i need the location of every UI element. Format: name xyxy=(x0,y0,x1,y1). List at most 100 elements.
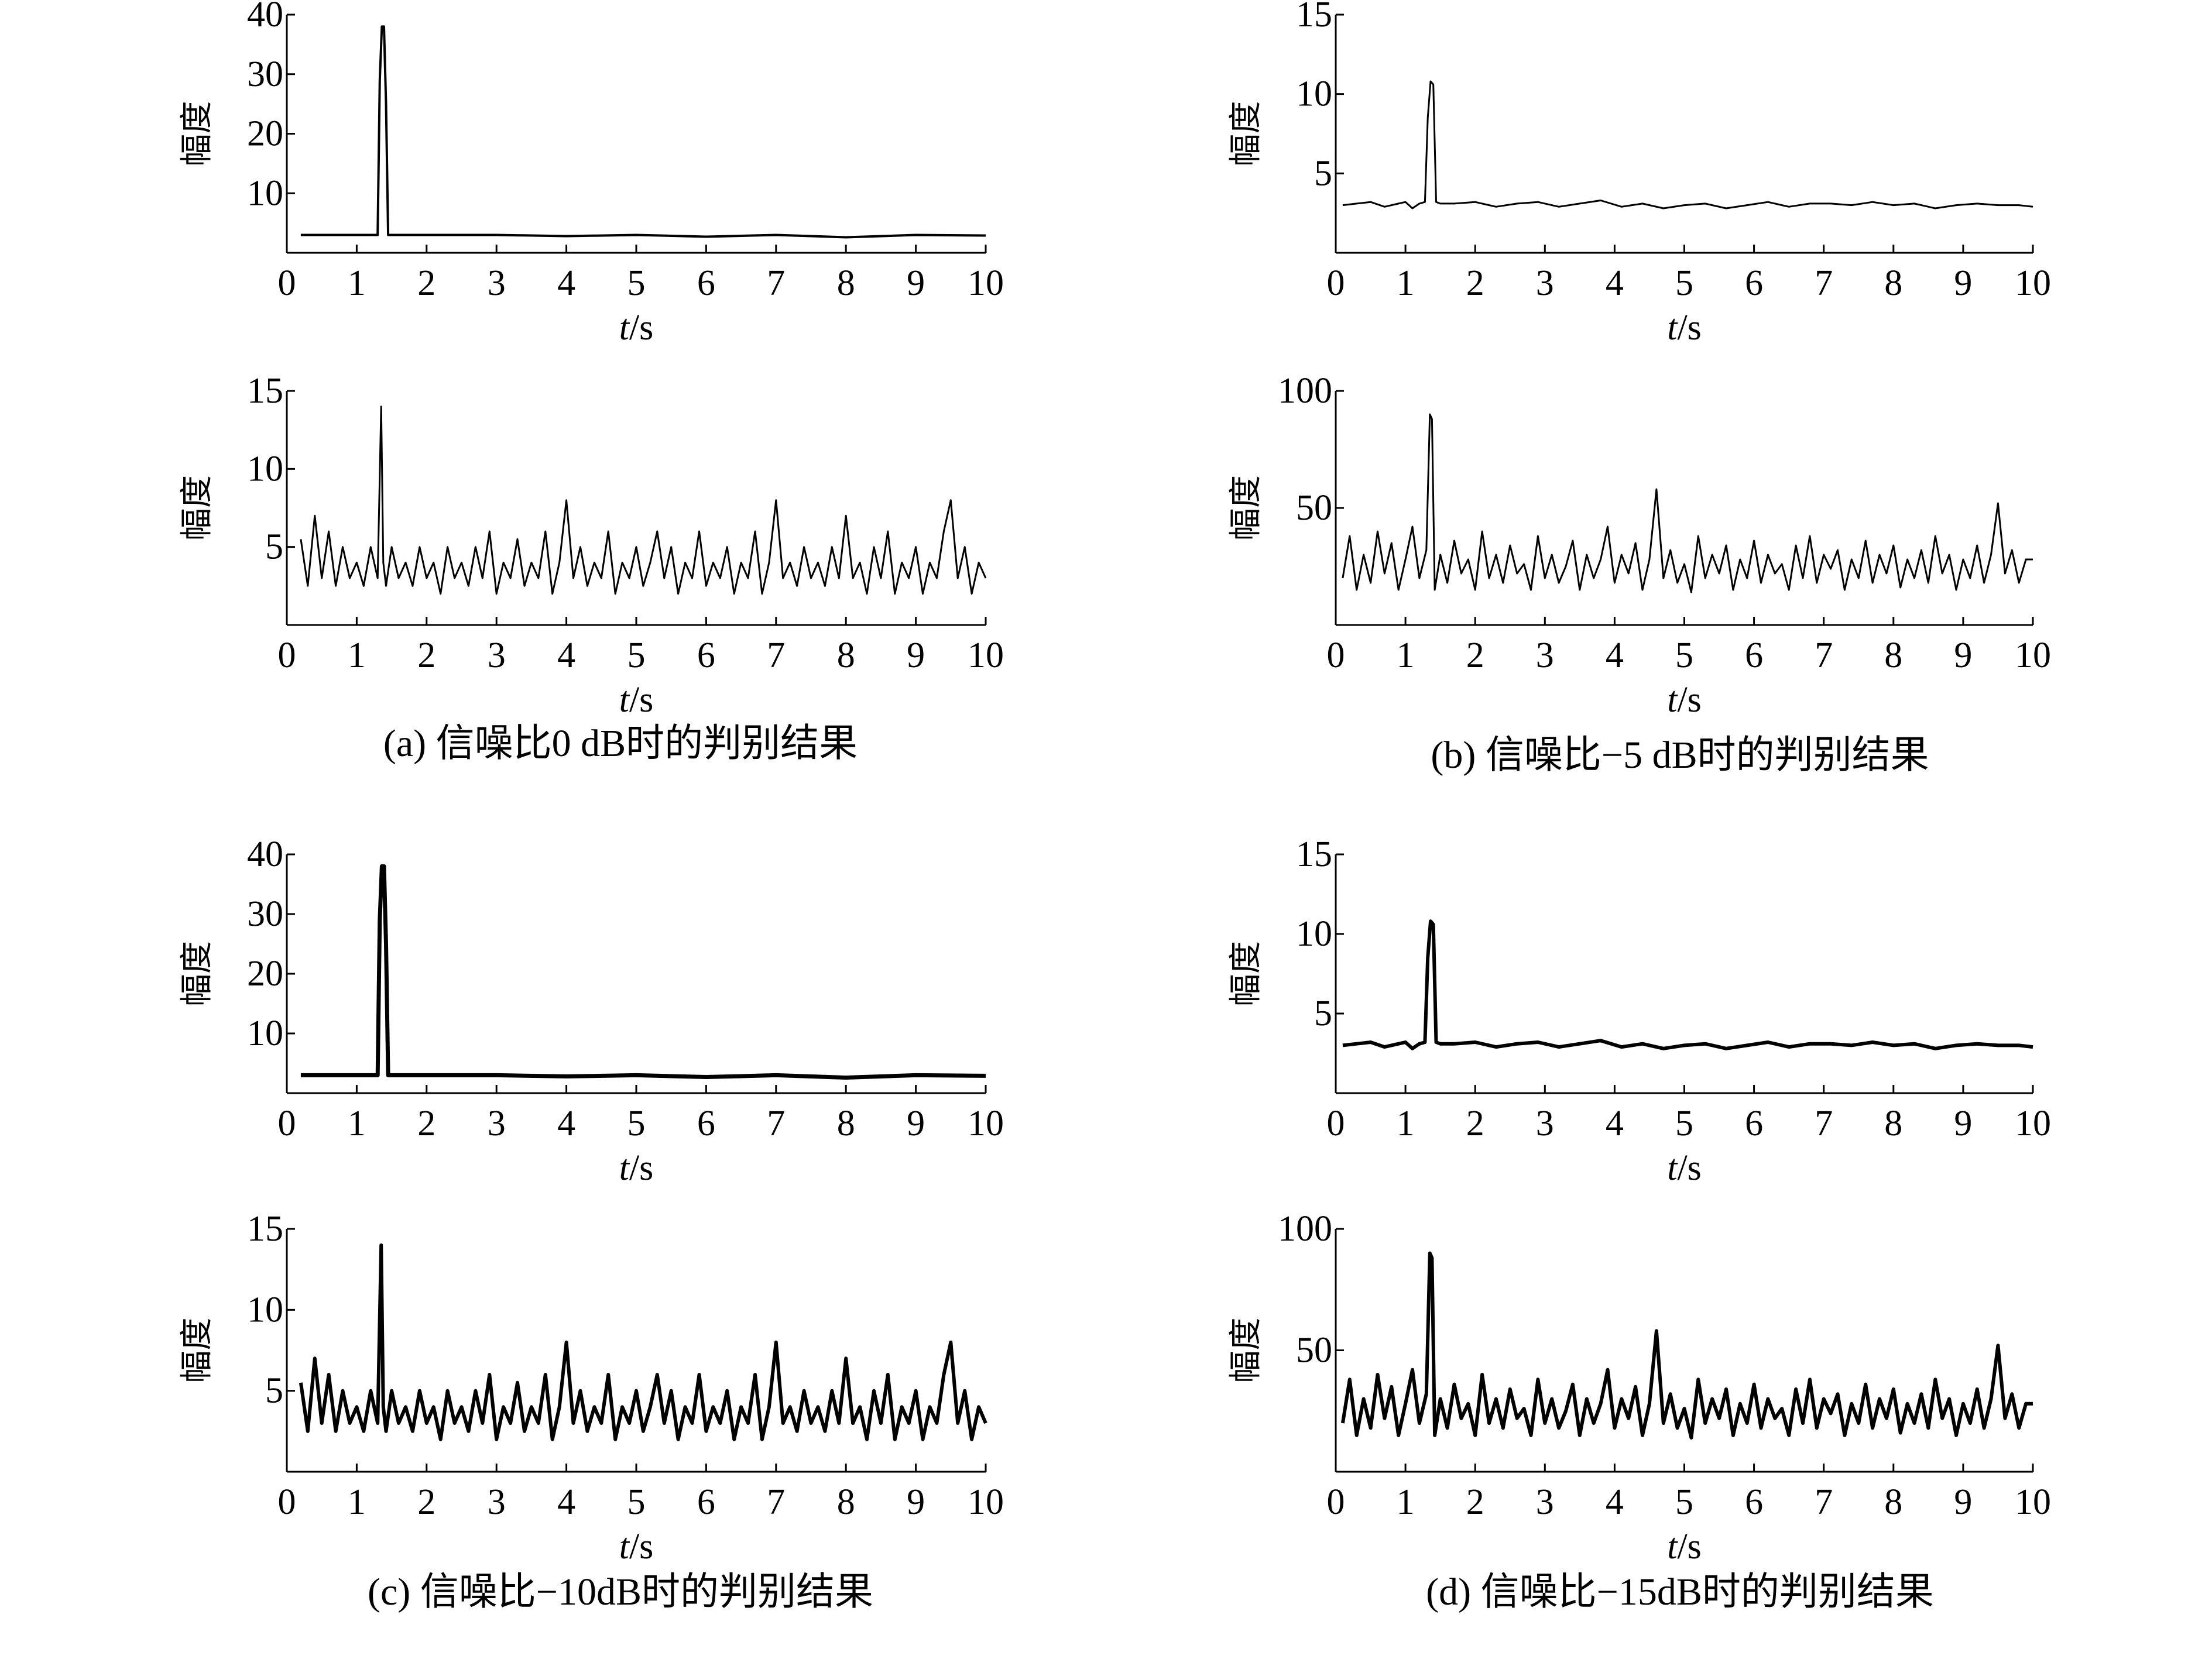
y-tick-label: 40 xyxy=(247,0,283,35)
x-tick-label: 8 xyxy=(837,636,855,675)
x-tick-label: 7 xyxy=(1815,636,1833,675)
x-tick-label: 10 xyxy=(2015,263,2051,303)
series-line xyxy=(1340,1251,2033,1440)
y-tick-label: 5 xyxy=(265,1371,283,1411)
x-tick-label: 0 xyxy=(1327,263,1345,303)
y-axis-label: 幅度 xyxy=(1227,101,1265,167)
y-tick-label: 10 xyxy=(247,173,283,213)
x-axis-label: t/s xyxy=(619,308,654,348)
x-axis-label-unit: /s xyxy=(629,308,653,348)
y-tick-label: 30 xyxy=(247,894,283,934)
x-tick-label: 8 xyxy=(1884,1482,1902,1522)
chart-a-top: 0 1 2 3 4 5 6 7 8 9 10 10 20 30 40 t/s 幅度 xyxy=(178,0,1004,348)
chart-d-top: 0 1 2 3 4 5 6 7 8 9 10 5 10 15 t/s 幅度 xyxy=(1227,834,2051,1188)
x-tick-label: 5 xyxy=(1675,1104,1693,1143)
x-tick-label: 2 xyxy=(1466,1482,1484,1522)
x-axis-label-unit: /s xyxy=(629,1148,653,1188)
chart-d-bottom: 0 1 2 3 4 5 6 7 8 9 10 50 100 t/s 幅度 xyxy=(1227,1209,2051,1567)
x-axis-label-var: t xyxy=(1667,308,1678,348)
y-axis-label: 幅度 xyxy=(1227,941,1265,1007)
x-tick-label: 2 xyxy=(1466,636,1484,675)
x-tick-label: 10 xyxy=(968,263,1004,303)
x-tick-label: 8 xyxy=(1884,636,1902,675)
y-tick-label: 20 xyxy=(247,114,283,154)
x-tick-label: 3 xyxy=(1536,1104,1554,1143)
x-tick-label: 5 xyxy=(1675,263,1693,303)
x-tick-label: 7 xyxy=(1815,1104,1833,1143)
x-tick-label: 1 xyxy=(1397,1482,1415,1522)
x-tick-label: 10 xyxy=(968,1482,1004,1522)
x-axis-label-var: t xyxy=(1667,1148,1678,1188)
x-tick-label: 3 xyxy=(1536,1482,1554,1522)
x-tick-label: 8 xyxy=(837,263,855,303)
y-tick-label: 100 xyxy=(1278,371,1332,411)
x-tick-label: 6 xyxy=(697,636,715,675)
y-tick-label: 10 xyxy=(247,1290,283,1330)
x-tick-label: 7 xyxy=(1815,1482,1833,1522)
x-axis-label-var: t xyxy=(619,1148,630,1188)
y-tick-label: 10 xyxy=(247,1014,283,1053)
x-tick-label: 9 xyxy=(1954,1104,1972,1143)
x-tick-label: 0 xyxy=(1327,1104,1345,1143)
x-tick-label: 5 xyxy=(627,263,646,303)
x-tick-label: 0 xyxy=(278,1482,296,1522)
x-axis-label: t/s xyxy=(1667,680,1702,720)
x-tick-label: 6 xyxy=(697,263,715,303)
x-tick-label: 4 xyxy=(557,1104,575,1143)
series-line xyxy=(300,25,986,239)
x-tick-label: 8 xyxy=(837,1482,855,1522)
series-line xyxy=(299,1243,987,1441)
x-tick-label: 2 xyxy=(417,1482,435,1522)
y-tick-label: 50 xyxy=(1296,1331,1332,1371)
y-tick-label: 5 xyxy=(1314,994,1332,1033)
x-tick-label: 10 xyxy=(2015,1482,2051,1522)
x-tick-label: 7 xyxy=(767,1104,785,1143)
y-tick-label: 15 xyxy=(1296,834,1332,874)
x-tick-label: 6 xyxy=(697,1104,715,1143)
x-axis-label-unit: /s xyxy=(1677,1148,1701,1188)
x-tick-label: 6 xyxy=(1745,636,1763,675)
x-axis-label-var: t xyxy=(1667,1527,1678,1567)
y-tick-label: 50 xyxy=(1296,488,1332,528)
y-tick-label: 20 xyxy=(247,954,283,994)
x-tick-label: 9 xyxy=(907,1482,925,1522)
x-tick-label: 2 xyxy=(417,1104,435,1143)
x-tick-label: 8 xyxy=(837,1104,855,1143)
y-tick-label: 30 xyxy=(247,54,283,94)
series-line xyxy=(300,864,986,1080)
x-axis-label: t/s xyxy=(619,1527,654,1567)
series-line xyxy=(300,406,987,595)
x-tick-label: 3 xyxy=(488,636,506,675)
x-tick-label: 5 xyxy=(1675,1482,1693,1522)
x-tick-label: 5 xyxy=(1675,636,1693,675)
x-tick-label: 3 xyxy=(488,1104,506,1143)
x-tick-label: 9 xyxy=(907,636,925,675)
caption-d: (d) 信噪比−15dB时的判别结果 xyxy=(1426,1571,1934,1613)
x-tick-label: 4 xyxy=(557,1482,575,1522)
x-tick-label: 7 xyxy=(1815,263,1833,303)
y-tick-label: 5 xyxy=(1314,153,1332,193)
caption-c: (c) 信噪比−10dB时的判别结果 xyxy=(368,1571,873,1613)
x-tick-label: 1 xyxy=(1397,263,1415,303)
x-tick-label: 3 xyxy=(1536,636,1554,675)
x-tick-label: 4 xyxy=(1606,1104,1624,1143)
x-tick-label: 7 xyxy=(767,263,785,303)
x-tick-label: 0 xyxy=(278,263,296,303)
y-tick-label: 10 xyxy=(247,449,283,489)
x-tick-label: 6 xyxy=(1745,263,1763,303)
x-axis-label-unit: /s xyxy=(629,680,653,720)
y-tick-label: 10 xyxy=(1296,74,1332,114)
x-tick-label: 3 xyxy=(488,263,506,303)
x-axis-label: t/s xyxy=(619,1148,654,1188)
x-tick-label: 10 xyxy=(968,1104,1004,1143)
x-tick-label: 1 xyxy=(1397,636,1415,675)
y-axis-label: 幅度 xyxy=(178,475,216,541)
x-tick-label: 9 xyxy=(1954,263,1972,303)
x-axis-label: t/s xyxy=(1667,1148,1702,1188)
x-tick-label: 0 xyxy=(1327,636,1345,675)
chart-c-top: 0 1 2 3 4 5 6 7 8 9 10 10 20 30 40 t/s 幅度 xyxy=(178,834,1004,1188)
series-line xyxy=(1342,919,2033,1050)
x-tick-label: 1 xyxy=(348,263,366,303)
x-tick-label: 5 xyxy=(627,1104,646,1143)
x-tick-label: 4 xyxy=(557,263,575,303)
